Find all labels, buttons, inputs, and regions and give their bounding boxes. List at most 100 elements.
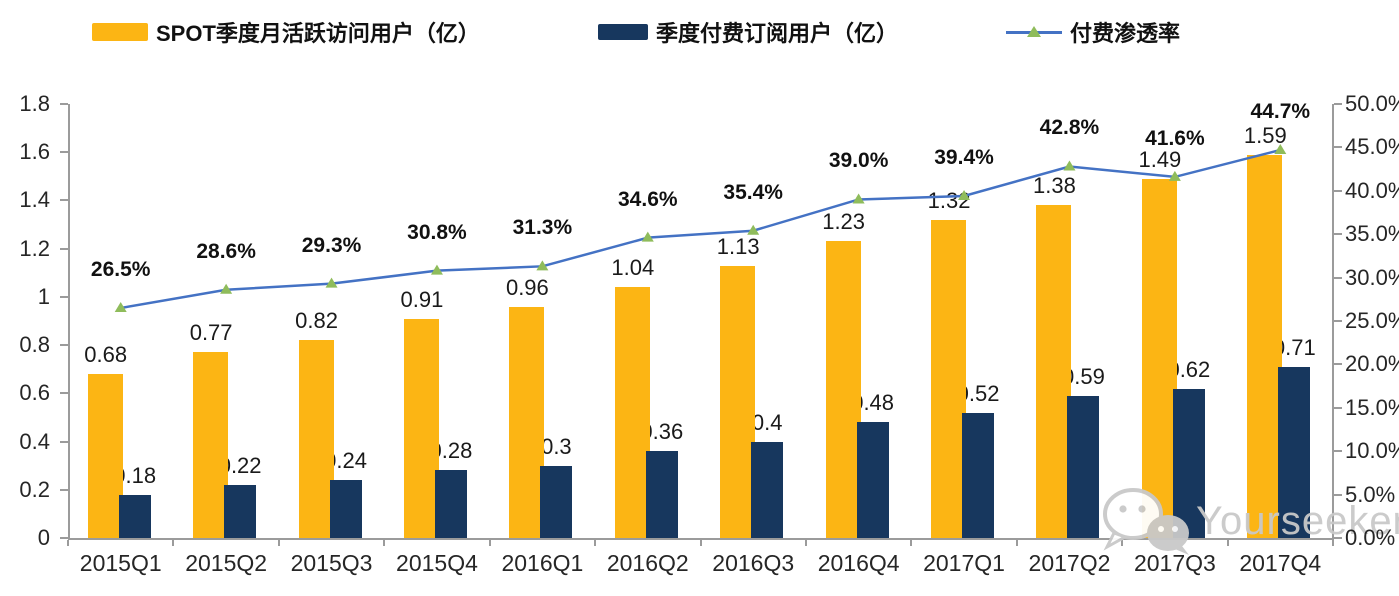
mau-bar [720, 265, 756, 538]
penetration-label: 29.3% [301, 233, 362, 257]
mau-bar [298, 340, 334, 538]
left-axis-tick-label: 0 [37, 525, 50, 550]
right-axis-tick [1334, 189, 1342, 192]
legend-item-penetration: 付费渗透率 [1006, 14, 1180, 50]
right-axis-tick-label: 5.0% [1345, 481, 1396, 507]
mau-bar [614, 287, 650, 538]
left-axis-tick [60, 151, 68, 154]
category-tick [1015, 540, 1018, 546]
left-axis-tick-label: 1.8 [19, 91, 50, 116]
triangle-marker-icon [1027, 26, 1041, 37]
x-axis-label: 2016Q2 [606, 550, 689, 576]
mau-bar-label: 1.13 [716, 233, 760, 259]
mau-bar-label: 0.82 [295, 308, 338, 334]
left-axis-tick [60, 440, 68, 443]
right-axis-tick-label: 35.0% [1345, 221, 1399, 247]
penetration-line-swatch [1006, 25, 1062, 39]
subscriber-bar [224, 484, 257, 538]
legend-label-mau: SPOT季度月活跃访问用户（亿） [156, 21, 480, 46]
right-axis-tick-label: 0.0% [1345, 525, 1396, 550]
category-tick [804, 540, 807, 546]
right-axis-tick [1334, 537, 1342, 539]
x-axis-label: 2016Q3 [712, 550, 795, 576]
left-axis-tick [60, 247, 68, 250]
category-tick [1121, 540, 1124, 546]
left-axis-tick [60, 344, 68, 347]
penetration-marker-icon [536, 260, 549, 271]
left-axis-tick-label: 0.2 [19, 476, 50, 502]
category-tick [910, 540, 913, 546]
penetration-marker-icon [641, 231, 654, 242]
penetration-label: 34.6% [618, 187, 678, 211]
x-axis-label: 2016Q4 [817, 550, 900, 576]
mau-bar [193, 352, 229, 538]
wechat-icon [1103, 488, 1189, 555]
right-axis-tick [1334, 320, 1342, 322]
left-axis-tick-label: 1.4 [19, 187, 50, 213]
subscriber-bar [962, 412, 995, 538]
right-axis-tick [1334, 363, 1342, 366]
penetration-marker-icon [220, 283, 233, 294]
right-axis-line [1332, 104, 1334, 540]
mau-swatch-icon [92, 23, 148, 41]
mau-bar [87, 374, 123, 538]
subscriber-bar [540, 465, 573, 538]
mau-bar [509, 306, 545, 538]
x-axis-label: 2017Q3 [1133, 550, 1216, 576]
right-axis-tick [1334, 276, 1342, 279]
mau-bar-label: 1.38 [1033, 173, 1076, 199]
penetration-marker-icon [430, 264, 443, 275]
mau-bar [1036, 205, 1072, 538]
mau-bar-label: 1.32 [927, 187, 971, 213]
mau-bar-label: 0.96 [505, 274, 549, 300]
legend-label-subscribers: 季度付费订阅用户（亿） [656, 21, 899, 46]
right-axis-tick [1334, 406, 1342, 409]
penetration-label: 26.5% [90, 257, 151, 281]
penetration-label: 35.4% [723, 180, 783, 204]
subscriber-bar [118, 494, 151, 538]
category-tick [1332, 540, 1334, 546]
right-axis-tick-label: 40.0% [1345, 177, 1399, 203]
legend: SPOT季度月活跃访问用户（亿） 季度付费订阅用户（亿） 付费渗透率 [0, 14, 1399, 50]
left-axis-tick [60, 295, 68, 298]
left-axis-tick [60, 537, 68, 539]
category-tick [172, 540, 175, 546]
penetration-label: 39.0% [828, 149, 889, 173]
right-axis-tick-label: 10.0% [1345, 438, 1399, 464]
left-axis-tick [60, 488, 68, 491]
category-tick [699, 540, 702, 546]
right-axis-tick-label: 30.0% [1345, 264, 1399, 290]
left-axis-tick [60, 103, 68, 105]
penetration-marker-icon [325, 277, 338, 288]
penetration-label: 41.6% [1145, 126, 1205, 150]
right-axis-tick [1334, 493, 1342, 496]
penetration-label: 31.3% [512, 216, 573, 240]
left-axis-tick-label: 0.6 [19, 380, 50, 406]
mau-bar-label: 1.04 [611, 255, 655, 281]
mau-bar [403, 318, 439, 538]
mau-bar-label: 1.23 [822, 209, 866, 235]
left-axis-tick-label: 1.2 [19, 235, 50, 261]
right-axis-tick-label: 50.0% [1345, 91, 1399, 116]
right-axis-tick-label: 20.0% [1345, 351, 1399, 377]
left-axis-tick-label: 0.4 [19, 428, 50, 454]
subscriber-bar-label: 0.4 [751, 409, 783, 435]
right-axis-tick [1334, 146, 1342, 149]
mau-bar-label: 1.59 [1243, 122, 1287, 148]
subscriber-bar [329, 480, 362, 538]
left-axis-tick-label: 1.6 [19, 139, 50, 165]
category-tick [277, 540, 280, 546]
x-axis-label: 2017Q2 [1028, 550, 1111, 576]
subscriber-bar-label: 0.3 [541, 433, 572, 459]
category-tick [1226, 540, 1229, 546]
right-axis-tick [1334, 450, 1342, 453]
category-tick [594, 540, 597, 546]
category-tick [488, 540, 491, 546]
subscriber-bar [856, 422, 889, 538]
penetration-marker-icon [114, 301, 127, 312]
watermark-text: Yourseeker [1196, 498, 1399, 543]
x-axis-label: 2017Q1 [923, 550, 1005, 576]
subscriber-bar [1278, 366, 1311, 538]
penetration-label: 42.8% [1039, 116, 1100, 140]
